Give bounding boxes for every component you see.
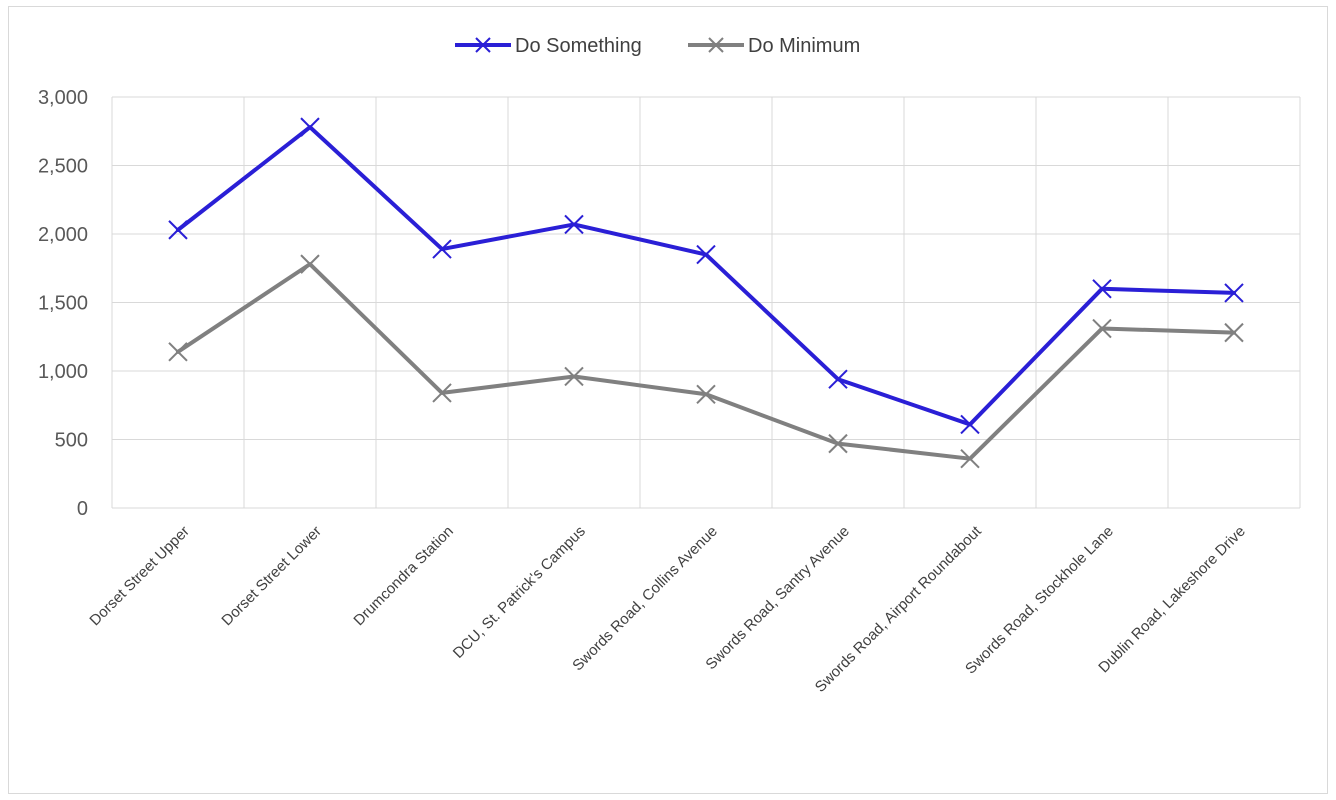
legend-label: Do Minimum [748, 35, 860, 57]
legend: Do Something Do Minimum [455, 35, 860, 57]
x-tick-label: Dorset Street Upper [86, 523, 192, 629]
data-point-marker [1092, 318, 1112, 339]
marker-stroke [168, 220, 188, 240]
legend-item: Do Minimum [688, 35, 860, 57]
y-tick-label: 2,500 [38, 156, 88, 178]
data-point-marker [432, 383, 452, 403]
x-tick-label: Swords Road, Stockhole Lane [962, 523, 1117, 678]
data-point-marker [960, 414, 980, 435]
marker-stroke [696, 244, 716, 265]
x-tick-label: Dorset Street Lower [218, 523, 324, 629]
marker-stroke [564, 214, 584, 235]
legend-label: Do Something [515, 35, 642, 57]
data-point-marker [432, 239, 452, 259]
data-point-marker [828, 369, 848, 389]
marker-stroke [300, 254, 320, 274]
series-line [176, 262, 1236, 461]
x-tick-label: Swords Road, Collins Avenue [569, 523, 721, 675]
data-point-marker [828, 433, 848, 454]
marker-stroke [300, 117, 320, 137]
chart-frame [8, 6, 1328, 794]
data-point-marker [696, 384, 716, 404]
marker-stroke [432, 383, 452, 403]
marker-stroke [564, 366, 584, 387]
y-axis: 0 500 1,000 1,500 2,000 2,500 3,000 [38, 87, 88, 520]
data-point-marker [696, 244, 716, 265]
data-point-marker [960, 448, 980, 469]
data-point-marker [1224, 322, 1244, 343]
data-point-marker [168, 220, 188, 240]
data-point-marker [300, 254, 320, 274]
legend-swatch-marker [475, 37, 491, 53]
legend-item: Do Something [455, 35, 642, 57]
series-line [176, 125, 1236, 427]
marker-stroke [828, 369, 848, 389]
marker-stroke [960, 414, 980, 435]
y-tick-label: 1,500 [38, 293, 88, 315]
y-tick-label: 3,000 [38, 87, 88, 109]
x-axis: Dorset Street Upper Dorset Street Lower Dr… [86, 522, 1248, 696]
marker-stroke [168, 342, 188, 362]
data-point-marker [168, 342, 188, 362]
marker-stroke [1092, 279, 1112, 299]
gridlines [111, 96, 1301, 509]
data-point-marker [564, 366, 584, 387]
marker-stroke [1224, 322, 1244, 343]
marker-stroke [960, 448, 980, 469]
y-tick-label: 2,000 [38, 224, 88, 246]
marker-stroke [432, 239, 452, 259]
x-tick-label: Drumcondra Station [350, 523, 456, 629]
x-tick-label: Dublin Road, Lakeshore Drive [1095, 523, 1249, 677]
marker-stroke [828, 433, 848, 454]
y-tick-label: 0 [77, 498, 88, 520]
data-point-marker [300, 117, 320, 137]
data-point-marker [1092, 279, 1112, 299]
x-tick-label: DCU, St. Patrick's Campus [450, 523, 589, 662]
marker-stroke [696, 384, 716, 404]
marker-stroke [1092, 318, 1112, 339]
data-point-marker [1224, 283, 1244, 303]
series-group [168, 117, 1244, 469]
data-point-marker [564, 214, 584, 235]
legend-swatch-marker [708, 37, 724, 53]
y-tick-label: 500 [55, 430, 88, 452]
marker-stroke [1224, 283, 1244, 303]
x-tick-label: Swords Road, Santry Avenue [702, 523, 852, 673]
y-tick-label: 1,000 [38, 361, 88, 383]
